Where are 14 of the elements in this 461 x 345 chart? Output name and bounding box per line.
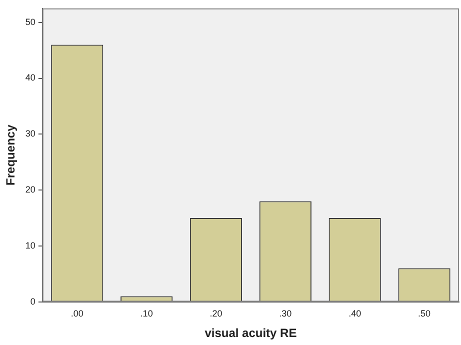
y-tick-label: 30 — [25, 128, 36, 139]
x-tick-label: .20 — [210, 308, 222, 319]
y-tick-label: 20 — [25, 184, 36, 195]
x-axis-title: visual acuity RE — [204, 326, 297, 340]
y-tick-label: 40 — [25, 72, 36, 83]
y-tick-label: 50 — [25, 16, 36, 27]
y-tick-label: 10 — [25, 240, 36, 250]
x-tick-label: .00 — [70, 308, 84, 319]
y-axis-title: Frequency — [4, 124, 18, 186]
x-tick-label: .50 — [418, 308, 431, 319]
x-tick-label: .30 — [279, 308, 292, 319]
x-tick-label: .40 — [348, 308, 362, 319]
y-tick-label: 0 — [30, 296, 36, 306]
x-tick-label: .10 — [140, 308, 153, 319]
